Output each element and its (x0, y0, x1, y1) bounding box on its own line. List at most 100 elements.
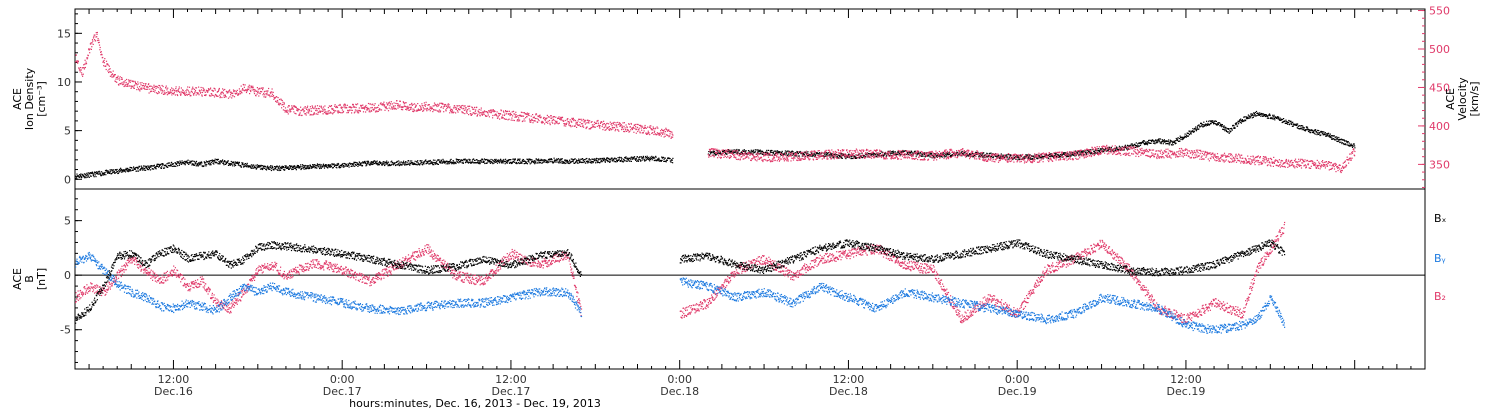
data-point (466, 110, 468, 112)
data-point (287, 113, 289, 115)
data-point (593, 158, 595, 160)
data-point (1188, 130, 1190, 132)
data-point (269, 166, 271, 168)
data-point (832, 157, 834, 159)
data-point (383, 103, 385, 105)
data-point (1335, 138, 1337, 140)
data-point (483, 161, 485, 163)
data-point (96, 173, 98, 175)
data-point (534, 163, 536, 165)
data-point (811, 154, 814, 156)
data-point (566, 159, 568, 161)
data-point (387, 103, 389, 105)
data-point (957, 155, 959, 157)
data-point (196, 92, 198, 94)
data-point (600, 161, 602, 163)
data-point (784, 152, 786, 154)
data-point (171, 87, 173, 89)
data-point (402, 161, 404, 163)
data-point (85, 61, 87, 63)
data-point (440, 162, 442, 164)
data-point (325, 111, 327, 113)
data-point (577, 160, 579, 162)
data-point (444, 160, 446, 162)
data-point (653, 159, 655, 162)
data-point (125, 83, 127, 86)
data-point (658, 158, 660, 160)
data-point (344, 165, 346, 167)
data-point (1013, 157, 1015, 159)
data-point (630, 158, 632, 160)
data-point (550, 115, 552, 117)
data-point (714, 153, 716, 156)
data-point (128, 79, 130, 81)
data-point (223, 96, 225, 98)
data-point (522, 120, 524, 122)
data-point (513, 158, 515, 160)
data-point (437, 103, 439, 105)
data-point (473, 162, 475, 164)
data-point (124, 85, 127, 87)
data-point (992, 156, 995, 158)
data-point (967, 154, 969, 157)
data-point (595, 160, 597, 162)
data-point (543, 117, 545, 119)
data-point (232, 95, 234, 97)
data-point (594, 158, 596, 160)
data-point (332, 164, 334, 166)
data-point (1048, 157, 1050, 159)
data-point (604, 159, 606, 161)
data-point (1198, 124, 1200, 126)
data-point (1203, 121, 1205, 123)
data-point (1110, 146, 1112, 148)
data-point (208, 89, 210, 91)
data-point (837, 154, 840, 156)
data-point (457, 159, 459, 161)
data-point (445, 110, 447, 112)
data-point (514, 113, 516, 115)
data-point (111, 76, 113, 78)
data-point (87, 176, 89, 178)
data-point (951, 154, 953, 156)
data-point (329, 166, 331, 168)
data-point (1215, 120, 1217, 122)
data-point (807, 155, 809, 157)
data-point (1003, 156, 1005, 159)
data-point (192, 88, 194, 90)
data-point (571, 158, 573, 160)
data-point (153, 86, 155, 88)
data-point (102, 61, 104, 63)
data-point (302, 108, 304, 110)
data-point (213, 163, 215, 165)
data-point (518, 114, 520, 117)
data-point (351, 165, 353, 167)
data-point (268, 168, 270, 170)
data-point (415, 104, 417, 106)
data-point (616, 160, 618, 163)
data-point (1255, 115, 1257, 117)
data-point (305, 107, 307, 109)
data-point (403, 105, 405, 108)
data-point (604, 161, 606, 163)
data-point (478, 161, 481, 163)
data-point (209, 88, 211, 90)
data-point (356, 109, 358, 111)
data-point (368, 111, 370, 113)
data-point (452, 161, 455, 163)
data-point (174, 165, 176, 167)
data-point (981, 154, 983, 156)
data-point (407, 108, 409, 110)
data-point (265, 168, 267, 170)
data-point (533, 160, 535, 162)
data-point (482, 158, 484, 161)
data-point (1333, 138, 1336, 140)
data-point (1119, 146, 1121, 148)
data-point (480, 112, 482, 114)
data-point (261, 91, 263, 93)
data-point (1144, 141, 1146, 143)
data-point (304, 113, 306, 115)
data-point (360, 164, 362, 166)
data-point (459, 161, 461, 163)
data-point (1078, 154, 1080, 156)
data-point (349, 106, 351, 108)
